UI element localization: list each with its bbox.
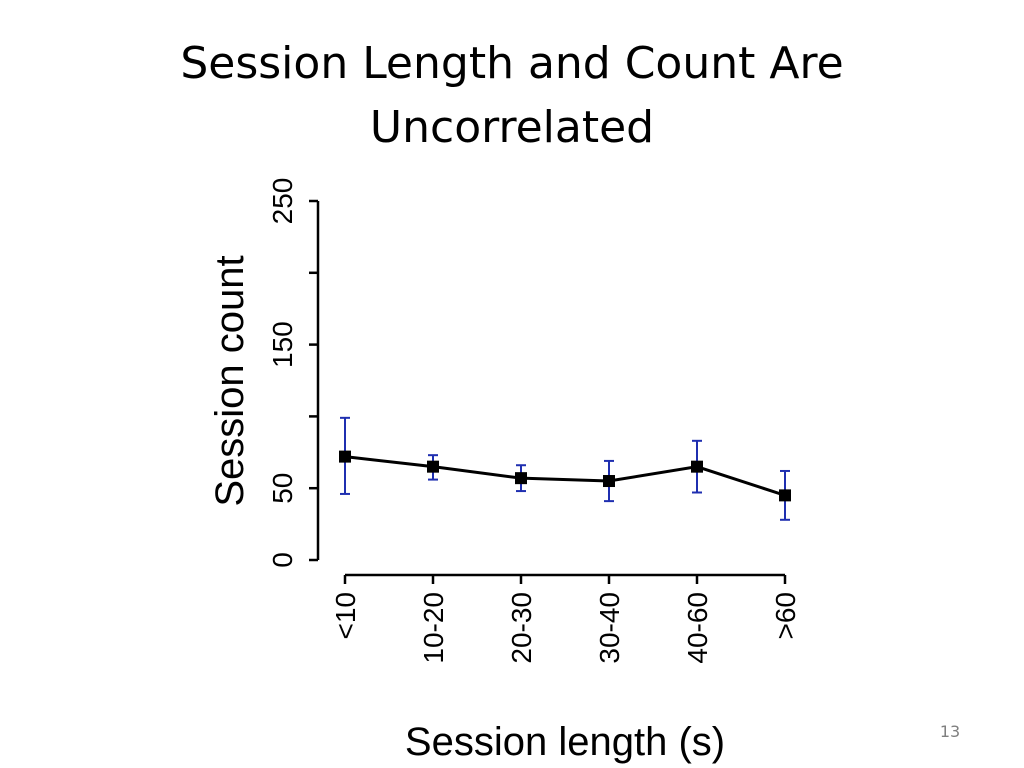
y-axis-title: Session count xyxy=(208,255,252,506)
data-point-marker xyxy=(691,460,703,473)
series-line xyxy=(344,455,786,497)
y-tick-label: 50 xyxy=(267,473,298,504)
x-axis-title: Session length (s) xyxy=(405,720,725,764)
slide-number: 13 xyxy=(939,722,961,741)
x-tick-label: 30-40 xyxy=(594,592,625,664)
data-point-marker xyxy=(339,450,351,463)
x-tick-label: 40-60 xyxy=(682,592,713,664)
data-point-marker xyxy=(427,460,439,473)
data-point-marker xyxy=(515,472,527,485)
x-tick-label: <10 xyxy=(330,592,361,640)
y-tick-label: 150 xyxy=(267,321,298,368)
y-tick-label: 0 xyxy=(267,552,298,568)
x-tick-label: >60 xyxy=(770,592,801,640)
slide-title-line-1: Session Length and Count Are xyxy=(180,38,844,89)
slide-title: Session Length and Count Are Uncorrelate… xyxy=(0,32,1024,160)
y-tick-label: 250 xyxy=(267,178,298,225)
slide-title-line-2: Uncorrelated xyxy=(369,102,655,153)
data-point-marker xyxy=(603,475,615,488)
data-point-marker xyxy=(779,489,791,502)
x-tick-label: 10-20 xyxy=(418,592,449,664)
x-tick-label: 20-30 xyxy=(506,592,537,664)
